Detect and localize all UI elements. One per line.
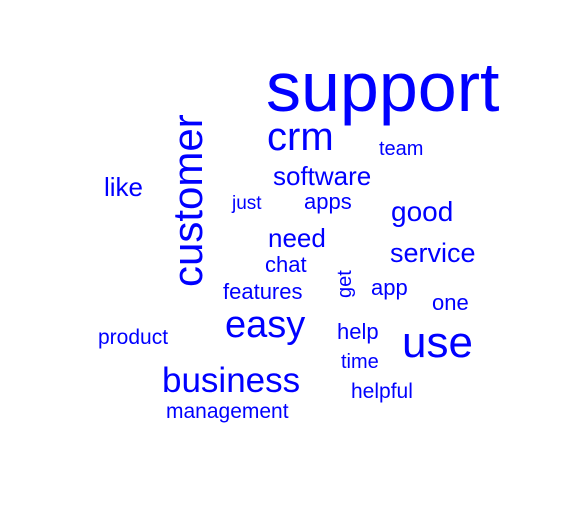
word-help: help	[337, 319, 379, 344]
word-app: app	[371, 275, 408, 300]
word-get: get	[334, 270, 356, 298]
word-easy: easy	[225, 304, 306, 346]
word-crm: crm	[267, 115, 334, 159]
word-helpful: helpful	[351, 380, 413, 403]
word-service: service	[390, 238, 476, 268]
word-support: support	[266, 48, 500, 126]
word-chat: chat	[265, 252, 307, 277]
word-business: business	[162, 361, 301, 400]
word-features: features	[223, 279, 303, 304]
word-use: use	[402, 318, 473, 367]
word-like: like	[104, 172, 144, 202]
word-software: software	[273, 161, 372, 191]
word-customer: customer	[164, 114, 211, 287]
word-need: need	[268, 223, 326, 253]
word-product: product	[98, 326, 169, 349]
word-good: good	[391, 196, 454, 227]
word-team: team	[379, 138, 424, 160]
word-apps: apps	[304, 189, 352, 214]
word-time: time	[341, 351, 379, 373]
word-just: just	[232, 193, 262, 214]
word-management: management	[166, 400, 289, 423]
word-one: one	[432, 290, 469, 315]
